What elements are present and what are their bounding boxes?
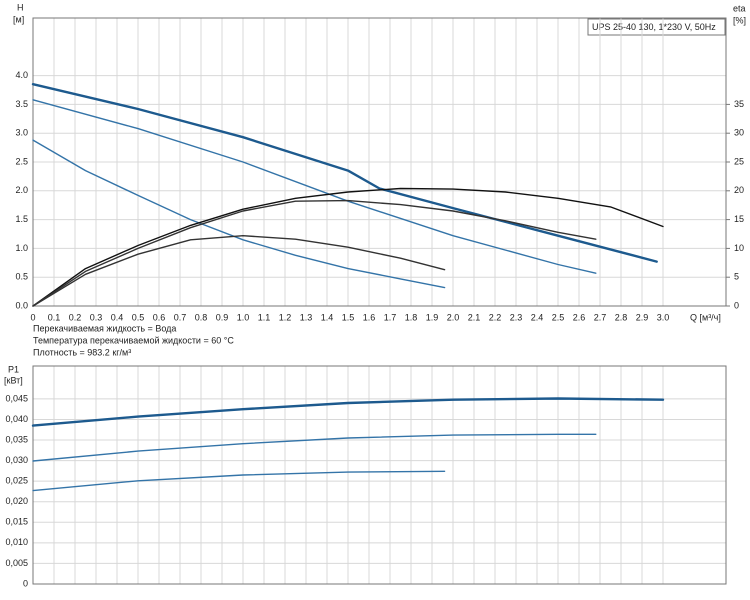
curve [32,187,664,307]
x-tick-label: 3.0 [657,312,670,322]
y-tick-label: 0,015 [5,517,28,527]
y-tick-label: 0.5 [15,272,28,282]
x-tick-label: 0.9 [216,312,229,322]
x-tick-label: 2.2 [489,312,502,322]
y2-tick-label: 20 [734,185,744,195]
title-box [587,18,726,36]
x-tick-label: 2.3 [510,312,523,322]
y-tick-label: 0,045 [5,393,28,403]
curve [32,433,597,462]
x-tick-label: 2.1 [468,312,481,322]
plot-frame [32,17,727,307]
x-tick-label: 1.7 [384,312,397,322]
y2-axis-label: eta [733,3,746,13]
y-axis-unit: [кВт] [4,375,23,385]
x-tick-label: 0.2 [69,312,82,322]
x-tick-label: 0.8 [195,312,208,322]
x-tick-label: 2.4 [531,312,544,322]
y-tick-label: 0,040 [5,414,28,424]
y-tick-label: 0,010 [5,537,28,547]
y-tick-label: 3.5 [15,99,28,109]
x-tick-label: 1.8 [405,312,418,322]
x-tick-label: 0.1 [48,312,61,322]
x-tick-label: 0.4 [111,312,124,322]
y2-tick-label: 5 [734,272,739,282]
x-tick-label: 1.9 [426,312,439,322]
x-tick-label: 2.9 [636,312,649,322]
plot-frame [32,365,727,585]
y-tick-label: 0,025 [5,476,28,486]
y-tick-label: 0,030 [5,455,28,465]
x-tick-label: 0.6 [153,312,166,322]
note: Перекачиваемая жидкость = Вода [33,323,176,333]
curve [32,235,446,307]
x-tick-label: 1.0 [237,312,250,322]
y-tick-label: 0.0 [15,300,28,310]
x-tick-label: 2.0 [447,312,460,322]
y-tick-label: 2.5 [15,156,28,166]
x-tick-label: 2.5 [552,312,565,322]
y-axis-label: P1 [8,364,19,374]
y2-tick-label: 30 [734,128,744,138]
x-tick-label: 1.6 [363,312,376,322]
y-axis-label: H [17,2,24,12]
y-tick-label: 0,035 [5,434,28,444]
y-tick-label: 1.0 [15,243,28,253]
y2-tick-label: 15 [734,214,744,224]
y2-axis-unit: [%] [733,15,746,25]
y-tick-label: 4.0 [15,70,28,80]
y2-tick-label: 10 [734,243,744,253]
x-tick-label: 1.5 [342,312,355,322]
x-tick-label: 2.7 [594,312,607,322]
y-tick-label: 0,020 [5,496,28,506]
x-tick-label: 1.4 [321,312,334,322]
x-tick-label: 0.5 [132,312,145,322]
x-tick-label: 0.3 [90,312,103,322]
x-axis-label: Q [м³/ч] [690,312,721,322]
x-tick-label: 0 [30,312,35,322]
x-tick-label: 2.8 [615,312,628,322]
note: Температура перекачиваемой жидкости = 60… [33,335,234,345]
curve [32,139,446,289]
y2-tick-label: 25 [734,156,744,166]
y-axis-unit: [м] [13,14,24,24]
x-tick-label: 1.3 [300,312,313,322]
x-tick-label: 1.2 [279,312,292,322]
curve [32,199,597,307]
chart-title: UPS 25-40 130, 1*230 V, 50Hz [592,22,716,32]
y-tick-label: 2.0 [15,185,28,195]
curve [32,470,446,492]
y-tick-label: 3.0 [15,128,28,138]
y-tick-label: 0,005 [5,558,28,568]
x-tick-label: 1.1 [258,312,271,322]
x-tick-label: 2.6 [573,312,586,322]
note: Плотность = 983.2 кг/м³ [33,347,131,357]
y-tick-label: 0 [23,578,28,588]
x-tick-label: 0.7 [174,312,187,322]
y2-tick-label: 0 [734,300,739,310]
curve [31,397,665,427]
y2-tick-label: 35 [734,99,744,109]
y-tick-label: 1.5 [15,214,28,224]
curve [31,83,658,263]
